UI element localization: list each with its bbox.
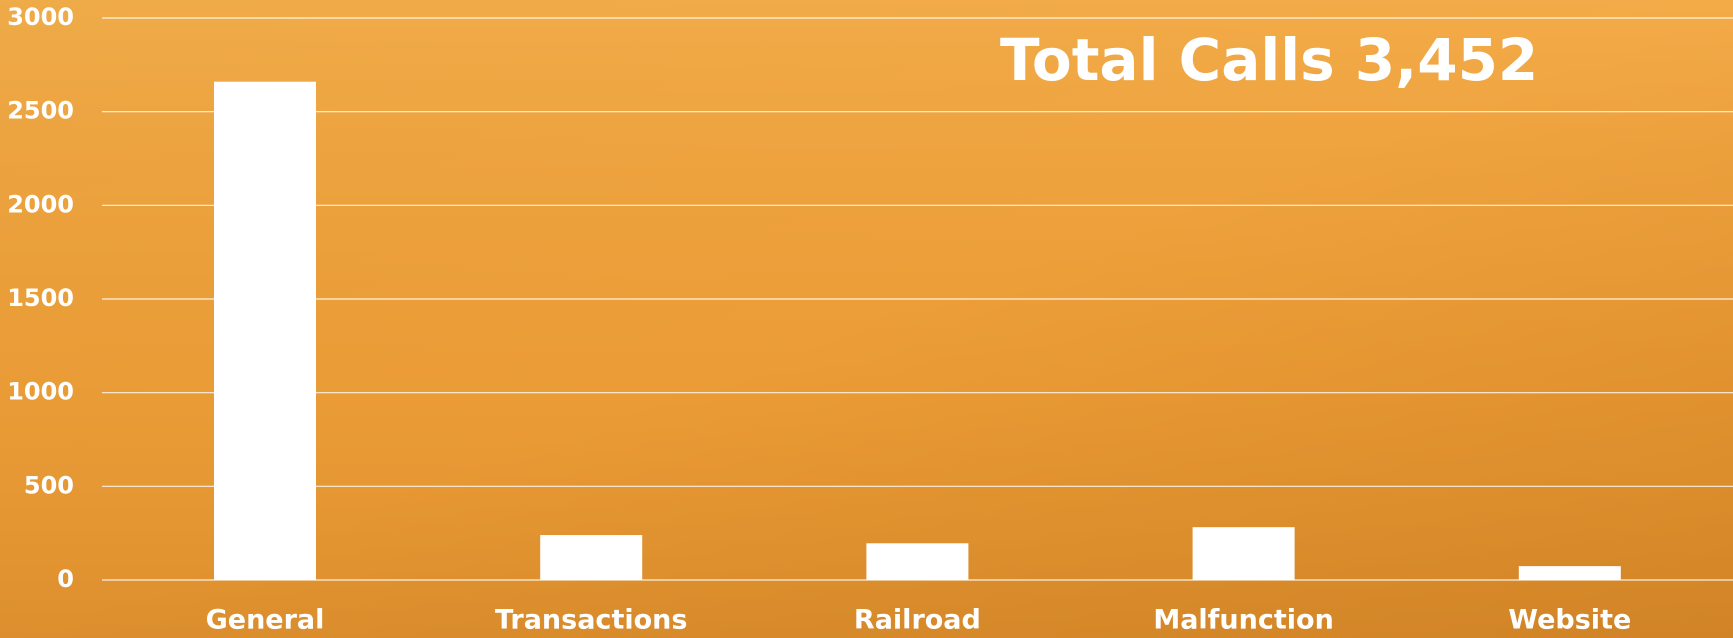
bar: [214, 81, 316, 581]
bar: [540, 535, 643, 580]
x-tick-label: General: [206, 605, 325, 636]
x-tick-label: Website: [1508, 605, 1631, 636]
y-tick-label: 2500: [7, 97, 74, 125]
y-tick-label: 500: [24, 471, 74, 499]
bar: [866, 543, 969, 580]
x-tick-label: Railroad: [854, 605, 981, 636]
x-tick-label: Malfunction: [1153, 605, 1333, 636]
y-tick-label: 1000: [7, 378, 74, 406]
y-tick-label: 1500: [7, 284, 74, 312]
y-tick-label: 0: [57, 565, 74, 593]
y-tick-label: 3000: [7, 3, 74, 31]
chart-title: Total Calls 3,452: [1000, 26, 1538, 94]
bar: [1192, 527, 1295, 580]
x-tick-label: Transactions: [495, 605, 688, 636]
y-tick-label: 2000: [7, 190, 74, 218]
bar: [1518, 566, 1621, 580]
